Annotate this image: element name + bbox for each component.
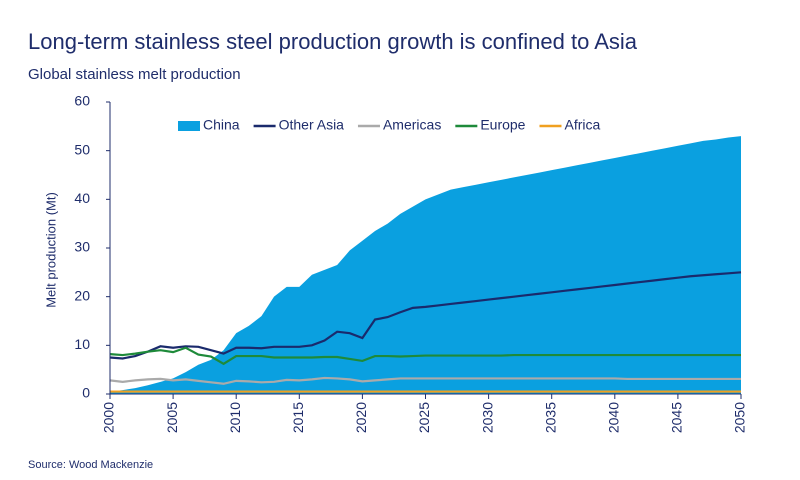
y-tick-label: 40 [74,190,90,206]
line [109,271,742,360]
line [109,346,741,366]
legend-label: Europe [480,117,525,133]
x-tick-label: 2045 [669,402,685,433]
x-tick-label: 2040 [606,402,622,433]
chart-subtitle: Global stainless melt production [28,66,241,83]
y-tick-label: 30 [74,239,90,255]
x-tick-label: 2020 [353,402,369,433]
y-tick-label: 60 [74,93,90,109]
x-tick-label: 2050 [732,402,748,433]
y-tick-label: 0 [82,385,90,401]
x-tick-label: 2025 [416,402,432,433]
area [110,136,741,395]
x-tick-label: 2005 [164,402,180,433]
chart-title: Long-term stainless steel production gro… [28,29,638,54]
x-tick-label: 2015 [290,402,306,433]
y-axis-label: Melt production (Mt) [43,192,58,308]
y-tick-label: 20 [74,287,90,303]
x-tick-label: 2035 [542,402,558,433]
x-tick-label: 2010 [227,402,243,433]
x-tick-label: 2030 [479,402,495,433]
legend-label: Americas [383,117,441,133]
legend-label: Africa [564,117,600,133]
legend-label: Other Asia [279,117,345,133]
line [109,376,741,385]
source: Source: Wood Mackenzie [28,459,153,471]
y-tick-label: 10 [74,336,90,352]
y-tick-label: 50 [74,141,90,157]
legend-label: China [203,117,240,133]
legend-swatch [178,121,200,131]
x-tick-label: 2000 [101,402,117,433]
